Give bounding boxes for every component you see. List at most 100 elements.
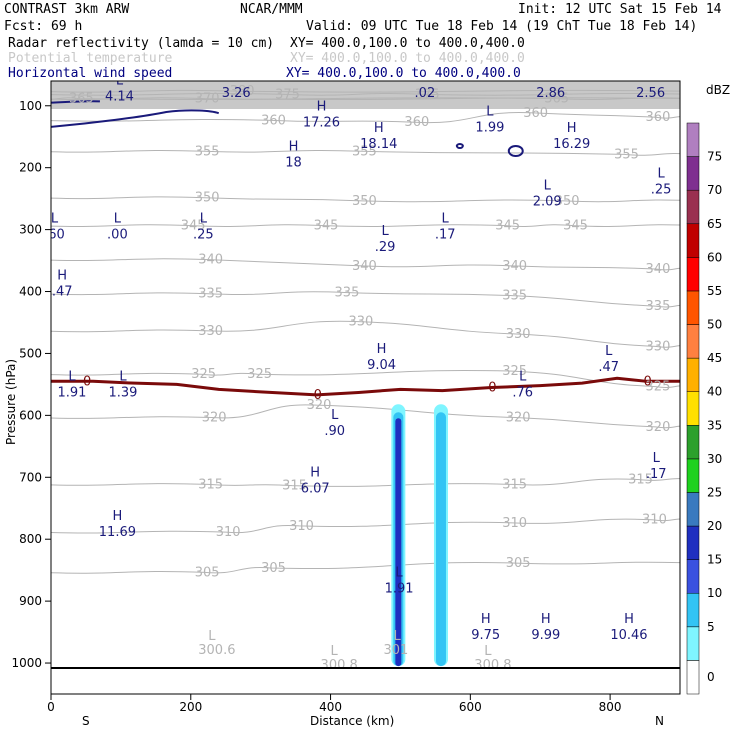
wind-extremum-value: 2.09 xyxy=(533,195,562,210)
colorbar-swatch xyxy=(686,223,700,258)
theta-label: 305 xyxy=(195,565,220,580)
colorbar-label: 25 xyxy=(707,485,722,499)
wind-extremum-value: 9.04 xyxy=(367,358,396,373)
colorbar-label: 15 xyxy=(707,553,722,567)
theta-label: 315 xyxy=(198,477,223,492)
wind-extremum-symbol: L xyxy=(653,451,661,466)
colorbar-swatch xyxy=(686,525,700,560)
wind-extremum-value: 9.99 xyxy=(531,628,560,643)
theta-label: 320 xyxy=(307,398,332,413)
wind-extremum-value: 3.26 xyxy=(222,86,251,101)
wind-extremum-symbol: L xyxy=(395,566,403,581)
colorbar-swatch xyxy=(686,425,700,460)
theta-label: 365 xyxy=(69,92,94,107)
theta-label: 320 xyxy=(646,420,671,435)
wind-contour-upper xyxy=(51,100,100,104)
colorbar-swatch xyxy=(686,660,700,695)
theta-min-symbol: L xyxy=(484,644,492,659)
theta-contour xyxy=(51,92,680,96)
colorbar-label: 0 xyxy=(707,670,715,684)
y-tick-label: 500 xyxy=(19,346,42,360)
wind-contours xyxy=(51,100,524,157)
theta-label: 300.8 xyxy=(321,658,358,673)
freezing-level-label: 0 xyxy=(488,381,496,396)
colorbar-label: 20 xyxy=(707,519,722,533)
y-tick-label: 200 xyxy=(19,161,42,175)
wind-extremum-value: .90 xyxy=(324,424,345,439)
theta-contour xyxy=(51,196,680,203)
theta-label: 335 xyxy=(502,289,527,304)
freezing-level-label: 0 xyxy=(314,388,322,403)
wind-extremum-value: 16.29 xyxy=(553,137,590,152)
plot-background xyxy=(51,81,680,694)
field-name-theta: Potential temperature xyxy=(8,51,173,66)
wind-extremum-value: .47 xyxy=(598,360,619,375)
theta-label: 360 xyxy=(523,106,548,121)
wind-extremum-symbol: L xyxy=(605,344,613,359)
wind-extremum-symbol: H xyxy=(481,612,491,627)
wind-extremum-value: 18 xyxy=(285,156,302,171)
field-name-wind: Horizontal wind speed xyxy=(8,66,172,81)
wind-extremum-symbol: H xyxy=(541,612,551,627)
x-axis-label: Distance (km) xyxy=(310,714,394,728)
header: CONTRAST 3km ARW NCAR/MMM Init: 12 UTC S… xyxy=(4,2,722,81)
theta-label: 330 xyxy=(506,327,531,342)
theta-contour xyxy=(51,97,680,101)
theta-label: 335 xyxy=(646,299,671,314)
wind-extremum-value: 4.14 xyxy=(105,89,134,104)
theta-label: 340 xyxy=(352,259,377,274)
colorbar-swatch xyxy=(686,492,700,527)
theta-label: 345 xyxy=(181,219,206,234)
center-title: NCAR/MMM xyxy=(240,2,303,17)
wind-extremum-value: .00 xyxy=(107,228,128,243)
wind-extremum-symbol: H xyxy=(317,99,327,114)
y-tick-label: 100 xyxy=(19,99,42,113)
theta-label: 350 xyxy=(555,194,580,209)
wind-extremum-value: .29 xyxy=(375,240,396,255)
colorbar-swatch xyxy=(686,458,700,493)
wind-contour-closed xyxy=(507,144,524,157)
colorbar-swatch xyxy=(686,592,700,628)
wind-extremum-symbol: L xyxy=(381,224,389,239)
theta-label: 300.8 xyxy=(474,658,511,673)
wind-extremum-value: 10.46 xyxy=(610,628,647,643)
reflectivity-cells xyxy=(391,404,448,667)
wind-extremum-value: .17 xyxy=(435,228,456,243)
theta-label: 320 xyxy=(506,411,531,426)
theta-label: 305 xyxy=(261,561,286,576)
theta-label: 355 xyxy=(614,147,639,162)
theta-label: 335 xyxy=(335,285,360,300)
theta-label: 355 xyxy=(352,144,377,159)
theta-min-symbol: L xyxy=(208,629,216,644)
y-tick-label: 1000 xyxy=(11,656,42,670)
colorbar-swatch xyxy=(686,189,700,225)
wind-extremum-value: 1.99 xyxy=(475,120,504,135)
freezing-level-labels: 0 0 0 0 xyxy=(83,374,652,403)
wind-extremum-symbol: L xyxy=(114,212,122,227)
colorbar-swatch xyxy=(686,122,700,157)
colorbar-label: 55 xyxy=(707,284,722,298)
theta-label: 310 xyxy=(216,525,241,540)
theta-contour xyxy=(51,478,680,487)
colorbar-swatch xyxy=(686,156,700,191)
theta-label: 370 xyxy=(195,92,220,107)
wind-extremum-value: 11.69 xyxy=(99,525,136,540)
wind-contour-small xyxy=(455,143,464,150)
theta-label: 315 xyxy=(502,477,527,492)
y-tick-label: 600 xyxy=(19,408,42,422)
theta-label: 350 xyxy=(352,194,377,209)
theta-label: 345 xyxy=(314,219,339,234)
theta-label: 310 xyxy=(642,513,667,528)
wind-extremum-symbol: L xyxy=(547,70,555,85)
wind-extremum-value: .25 xyxy=(193,228,214,243)
colorbar-swatch xyxy=(686,391,700,426)
theta-contour xyxy=(51,561,680,574)
colorbar-swatch xyxy=(686,626,700,661)
upper-level-band xyxy=(51,81,680,109)
theta-contour xyxy=(51,518,680,534)
wind-extremum-symbol: L xyxy=(658,166,666,181)
theta-label: 325 xyxy=(646,380,671,395)
theta-label: 365 xyxy=(544,92,569,107)
field-xy-theta: XY= 400.0,100.0 to 400.0,400.0 xyxy=(290,51,525,66)
colorbar-label: 40 xyxy=(707,385,722,399)
